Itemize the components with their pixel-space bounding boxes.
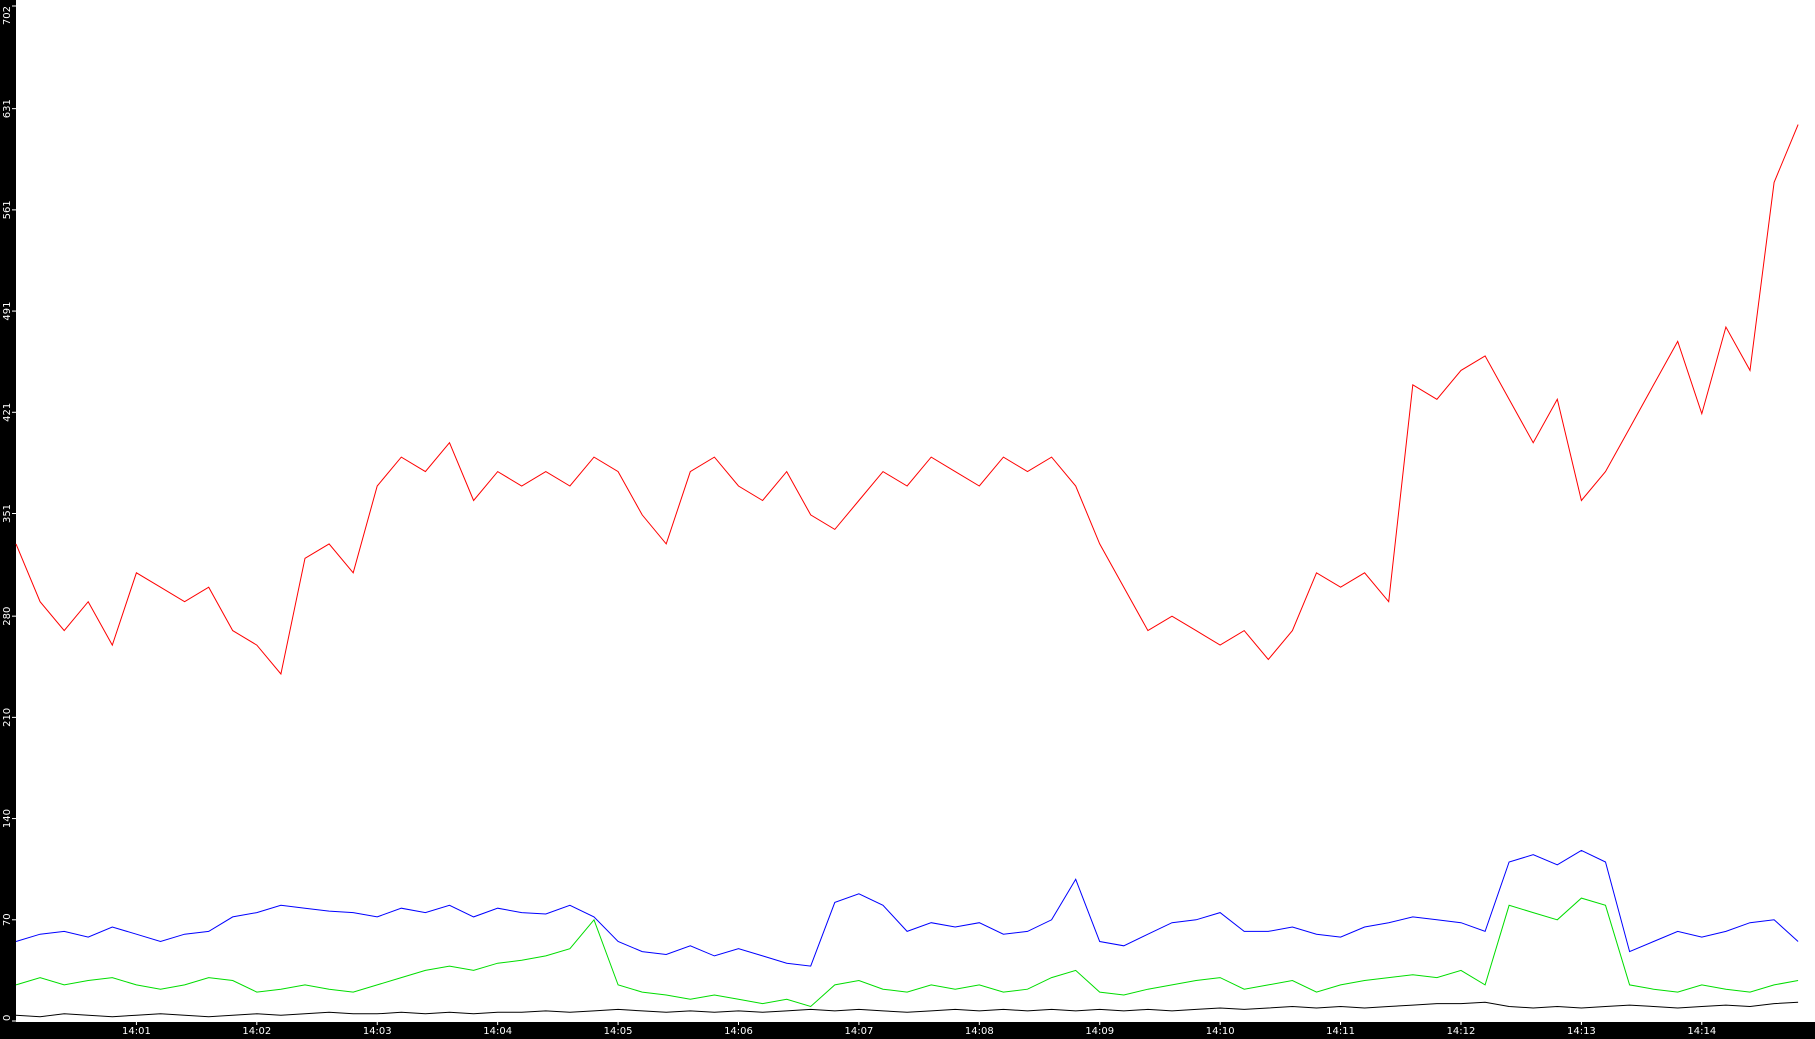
x-tick-label: 14:06 (724, 1026, 753, 1037)
x-tick-label: 14:02 (242, 1026, 271, 1037)
y-axis-strip (0, 0, 16, 1039)
x-tick-label: 14:14 (1687, 1026, 1716, 1037)
series-line (15, 897, 1799, 1008)
x-tick-label: 14:07 (844, 1026, 873, 1037)
x-tick-label: 14:09 (1085, 1026, 1114, 1037)
x-tick-label: 14:03 (363, 1026, 392, 1037)
x-tick-label: 14:13 (1567, 1026, 1596, 1037)
x-tick-label: 14:11 (1326, 1026, 1355, 1037)
series-line (15, 124, 1799, 676)
x-tick-label: 14:01 (122, 1026, 151, 1037)
x-axis-strip (0, 1022, 1815, 1039)
y-tick-label: 351 (2, 504, 13, 523)
y-tick-label: 631 (2, 99, 13, 118)
x-tick-label: 14:05 (604, 1026, 633, 1037)
y-tick-label: 140 (2, 809, 13, 828)
y-tick-label: 702 (2, 6, 13, 25)
y-tick-label: 421 (2, 403, 13, 422)
y-tick-label: 210 (2, 708, 13, 727)
x-tick-label: 14:08 (965, 1026, 994, 1037)
y-tick-label: 280 (2, 607, 13, 626)
y-tick-label: 491 (2, 302, 13, 321)
y-tick-label: 561 (2, 200, 13, 219)
y-tick-label: 70 (2, 913, 13, 926)
x-tick-label: 14:12 (1447, 1026, 1476, 1037)
x-tick-label: 14:04 (483, 1026, 512, 1037)
y-tick-label: 0 (2, 1015, 13, 1021)
series-line (15, 849, 1799, 967)
x-tick-label: 14:10 (1206, 1026, 1235, 1037)
series-line (15, 1001, 1799, 1018)
